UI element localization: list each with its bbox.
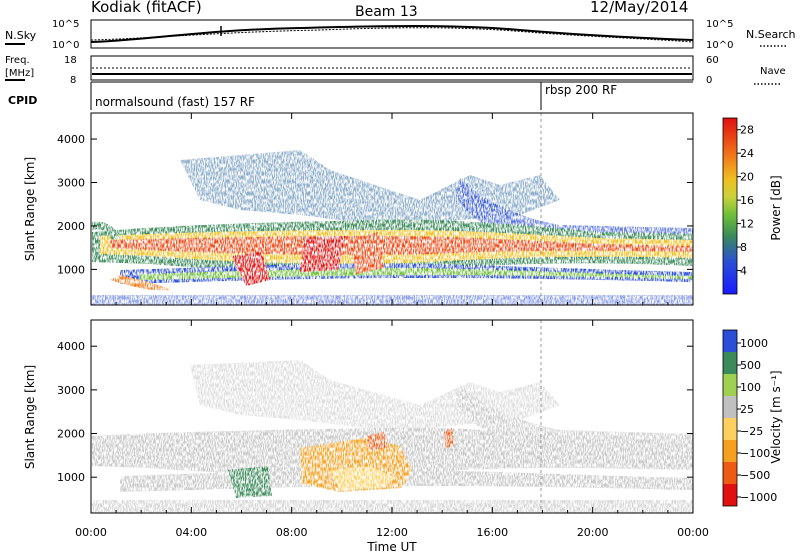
noise-sky-trace: [90, 25, 694, 43]
noise-left-tick-bottom: 10^0: [52, 40, 79, 51]
xtick-label-2: 08:00: [276, 526, 308, 539]
velocity-cbar-label-7: −1000: [740, 491, 777, 504]
date-title: 12/May/2014: [590, 0, 688, 16]
noise-search-trace: [90, 27, 694, 43]
xtick-label-1: 04:00: [175, 526, 207, 539]
freq-panel-frame: [90, 55, 694, 81]
power-cbar-label-2: 12: [740, 218, 754, 231]
power-colorbar-ticks: 4 8 12 16 20 24 28: [737, 124, 754, 278]
power-y-axis: 1000 2000 3000 4000: [57, 133, 693, 276]
velocity-speckle: [91, 320, 693, 513]
velocity-cbar-block-4: [723, 396, 737, 418]
noise-panel-frame: [90, 19, 694, 49]
velocity-y-axis: 1000 2000 3000 4000: [57, 340, 693, 484]
noise-right-tick-bottom: 10^0: [706, 40, 733, 51]
velocity-ytick-label-2: 3000: [57, 384, 85, 397]
cpid-segment-rbsp: rbsp 200 RF: [545, 83, 617, 97]
velocity-cbar-block-5: [723, 374, 737, 396]
cpid-label: CPID: [8, 94, 37, 107]
velocity-heatmap: [91, 320, 693, 513]
freq-tick-top: 18: [64, 55, 77, 66]
time-x-axis: 00:00 04:00 08:00 12:00 16:00 20:00 00:00: [75, 113, 709, 539]
velocity-cbar-label-0: 1000: [740, 337, 768, 350]
power-cbar-label-3: 16: [740, 194, 754, 207]
time-xlabel: Time UT: [366, 540, 417, 554]
velocity-cbar-label-3: 25: [740, 403, 754, 416]
xtick-label-6: 00:00: [677, 526, 709, 539]
velocity-cbar-frame: [722, 329, 738, 507]
freq-label-1: Freq.: [5, 55, 30, 66]
velocity-cbar-block-3: [723, 418, 737, 440]
velocity-cbar-block-7: [723, 330, 737, 352]
power-ylabel: Slant Range [km]: [23, 157, 37, 261]
velocity-colorbar-ticks: 1000 500 100 25 −25 −100 −500 −1000: [737, 337, 777, 504]
noise-right-label: N.Search: [746, 28, 796, 41]
velocity-colorbar: [722, 329, 738, 507]
velocity-cbar-label-2: 100: [740, 381, 761, 394]
xtick-label-0: 00:00: [75, 526, 107, 539]
power-ytick-label-3: 4000: [57, 133, 85, 146]
velocity-ytick-label-1: 2000: [57, 428, 85, 441]
power-cbar-label-1: 8: [740, 241, 747, 254]
velocity-cbar-label-5: −100: [740, 447, 770, 460]
nave-tick-top: 60: [706, 55, 719, 66]
power-speckle: [91, 113, 693, 305]
beam-title: Beam 13: [355, 4, 418, 20]
cpid-segment-normalsound: normalsound (fast) 157 RF: [95, 95, 255, 109]
power-ytick-label-0: 1000: [57, 263, 85, 276]
noise-left-tick-top: 10^5: [52, 19, 79, 30]
freq-label-2: [MHz]: [5, 68, 34, 79]
power-ytick-label-2: 3000: [57, 177, 85, 190]
station-title: Kodiak (fitACF): [91, 0, 202, 16]
velocity-cbar-block-1: [723, 462, 737, 484]
velocity-ytick-label-3: 4000: [57, 340, 85, 353]
power-cbar-label-5: 24: [740, 147, 754, 160]
velocity-cbar-label-6: −500: [740, 469, 770, 482]
noise-right-tick-top: 10^5: [706, 19, 733, 30]
xtick-label-4: 16:00: [476, 526, 508, 539]
freq-tick-bottom: 8: [70, 75, 76, 86]
power-cbar-label-4: 20: [740, 171, 754, 184]
velocity-cbar-label-4: −25: [740, 425, 763, 438]
power-ytick-label-1: 2000: [57, 220, 85, 233]
power-heatmap: [91, 113, 693, 305]
xtick-label-3: 12:00: [376, 526, 408, 539]
power-colorbar: [722, 117, 738, 295]
velocity-colorbar-label: Velocity [m s⁻¹]: [769, 370, 783, 463]
nave-tick-bottom: 0: [706, 75, 712, 86]
xtick-label-5: 20:00: [577, 526, 609, 539]
power-cbar-label-6: 28: [740, 124, 754, 137]
power-cbar-label-0: 4: [740, 265, 747, 278]
nave-label: Nave: [760, 66, 786, 77]
noise-left-label: N.Sky: [5, 29, 37, 42]
power-colorbar-label: Power [dB]: [769, 175, 783, 240]
velocity-cbar-block-6: [723, 352, 737, 374]
velocity-ylabel: Slant Range [km]: [23, 365, 37, 469]
velocity-cbar-block-2: [723, 440, 737, 462]
velocity-cbar-block-0: [723, 484, 737, 506]
velocity-cbar-label-1: 500: [740, 359, 761, 372]
velocity-ytick-label-0: 1000: [57, 471, 85, 484]
